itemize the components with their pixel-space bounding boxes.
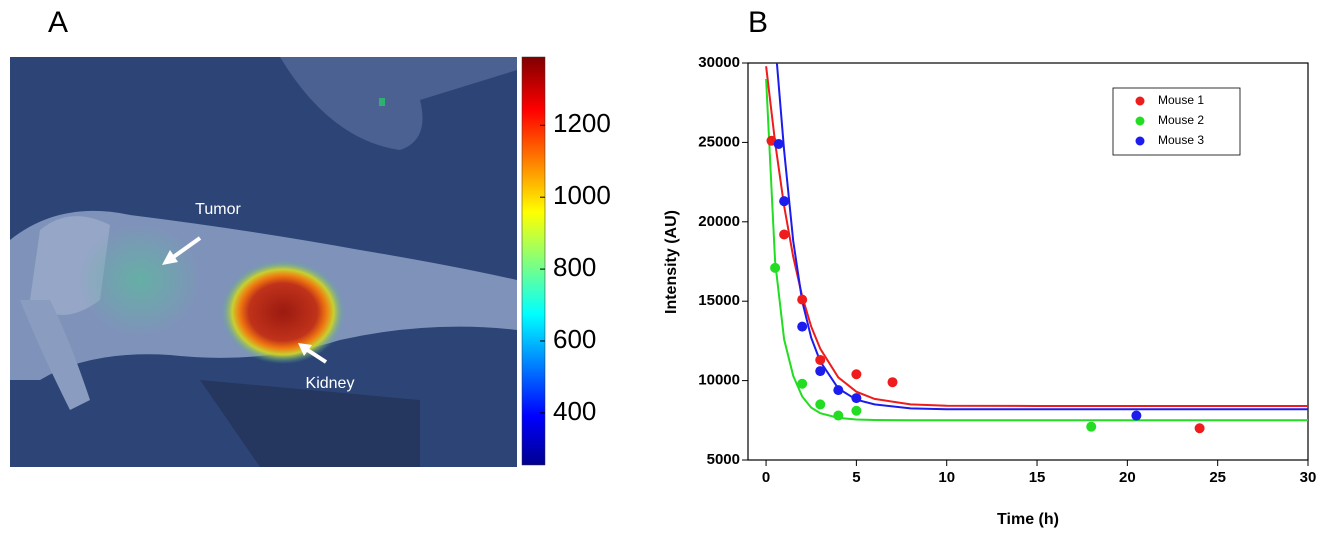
data-point xyxy=(779,196,790,207)
legend-label: Mouse 1 xyxy=(1158,93,1204,107)
y-tick-label: 30000 xyxy=(698,54,740,71)
data-point xyxy=(815,354,826,365)
data-point xyxy=(770,262,781,273)
data-point xyxy=(1194,423,1205,434)
data-point xyxy=(815,399,826,410)
plot-frame xyxy=(747,62,1309,461)
data-point xyxy=(887,377,898,388)
x-tick-label: 0 xyxy=(762,469,770,486)
legend-label: Mouse 2 xyxy=(1158,113,1204,127)
legend xyxy=(1112,87,1241,156)
colorbar-tick-label: 1000 xyxy=(553,180,611,210)
legend-label: Mouse 3 xyxy=(1158,133,1204,147)
data-point xyxy=(797,321,808,332)
y-tick-label: 10000 xyxy=(698,372,740,389)
y-tick-label: 15000 xyxy=(698,292,740,309)
data-point xyxy=(773,138,784,149)
x-tick-label: 5 xyxy=(852,469,860,486)
data-point xyxy=(1131,410,1142,421)
x-tick-label: 30 xyxy=(1300,469,1317,486)
colorbar xyxy=(521,56,546,466)
panel-label: B xyxy=(748,6,768,39)
x-axis-label: Time (h) xyxy=(997,511,1059,528)
x-tick-label: 15 xyxy=(1029,469,1046,486)
y-tick-label: 5000 xyxy=(707,451,740,468)
x-tick-label: 10 xyxy=(938,469,955,486)
y-tick-label: 20000 xyxy=(698,213,740,230)
data-point xyxy=(779,229,790,240)
data-point xyxy=(833,410,844,421)
colorbar-tick-label: 600 xyxy=(553,324,596,354)
colorbar-tick-label: 1200 xyxy=(553,108,611,138)
fit-curve xyxy=(765,66,1308,407)
colorbar-tick-label: 400 xyxy=(553,396,596,426)
legend-marker xyxy=(1135,116,1145,126)
y-tick-label: 25000 xyxy=(698,133,740,150)
data-point xyxy=(815,366,826,377)
colorbar-tick-label: 800 xyxy=(553,252,596,282)
annotation: Tumor xyxy=(195,201,241,218)
data-point xyxy=(833,385,844,396)
mouse-image xyxy=(10,57,517,467)
annotation: Kidney xyxy=(306,375,355,392)
data-point xyxy=(851,405,862,416)
data-point xyxy=(851,369,862,380)
data-point xyxy=(797,378,808,389)
y-axis-label: Intensity (AU) xyxy=(663,210,680,314)
legend-marker xyxy=(1135,96,1145,106)
data-point xyxy=(851,393,862,404)
data-point xyxy=(797,294,808,305)
panel-label: A xyxy=(48,6,68,39)
data-point xyxy=(1086,421,1097,432)
x-tick-label: 25 xyxy=(1209,469,1226,486)
x-tick-label: 20 xyxy=(1119,469,1136,486)
fit-curve xyxy=(765,78,1308,422)
legend-marker xyxy=(1135,136,1145,146)
